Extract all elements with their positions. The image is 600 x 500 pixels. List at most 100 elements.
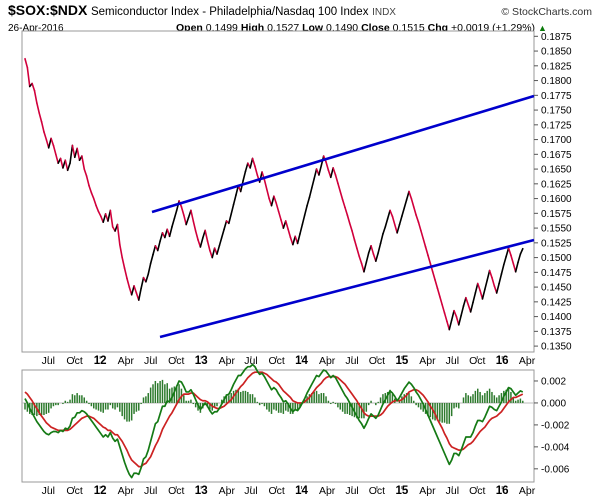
trendline-channel-upper [151,94,535,214]
x-axis-label: Apr [219,355,236,367]
price-line-segment [116,223,121,246]
x-axis-label: Jul [244,355,257,367]
price-line-segment [424,246,429,257]
price-axis-label: 0.1875 [541,32,572,43]
price-axis-label: 0.1350 [541,342,572,353]
price-line-segment [507,247,512,257]
price-line-segment [351,230,356,241]
x-axis-label: Jul [446,355,459,367]
price-line-segment [211,247,216,259]
price-line-segment [83,168,88,177]
price-line-segment [353,239,358,249]
x-axis-label: Oct [369,485,385,497]
price-line-segment [52,144,57,156]
macd-axis-label: 0.002 [541,376,566,387]
price-line-segment [47,137,52,149]
price-line-segment [384,217,389,228]
price-line-segment [415,214,420,223]
price-line-segment [398,215,403,226]
price-line-segment [199,237,204,248]
price-line-segment [422,237,427,248]
price-line-segment [318,164,323,176]
price-line-segment [481,288,486,300]
stockcharts-attribution: © StockCharts.com [501,6,592,18]
price-line-segment [370,244,375,255]
price-line-segment [337,182,342,193]
price-line-segment [33,89,38,104]
price-line-segment [284,220,289,231]
price-line-segment [346,214,351,225]
price-line-segment [382,226,387,235]
macd-panel-frame [21,369,535,483]
x-axis-label: Oct [268,355,284,367]
price-line-segment [453,309,458,318]
price-line-segment [443,312,448,323]
price-line-segment [171,217,176,228]
price-line-segment [85,175,90,187]
index-tag: INDX [372,7,396,18]
price-line-segment [164,228,169,239]
price-line-segment [420,229,425,240]
price-line-segment [427,254,432,265]
price-line-segment [173,209,178,220]
price-axis-label: 0.1750 [541,106,572,117]
price-line-segment [228,213,233,225]
quote-date: 26-Apr-2016 [8,23,64,34]
price-line-segment [476,282,481,292]
x-axis-label: Oct [268,485,284,497]
price-line-segment [434,279,439,290]
price-line-segment [379,233,384,245]
price-line-segment [401,207,406,218]
price-line-segment [119,243,123,259]
price-line-segment [71,144,76,159]
price-line-segment [303,204,308,216]
price-line-segment [325,161,330,172]
price-line-segment [102,213,107,223]
macd-axis-label: -0.002 [541,420,570,431]
price-line-segment [460,305,465,317]
trendline-channel-lower [159,238,535,339]
price-line-segment [491,276,496,287]
price-line-segment [431,270,436,281]
price-line-segment [185,216,190,226]
x-axis-label: Apr [519,355,536,367]
price-panel-frame [21,30,535,353]
price-line-segment [26,66,31,88]
macd-signal-line [24,371,524,468]
price-line-segment [403,198,408,209]
x-axis-label: Jul [345,485,358,497]
x-axis-label: Apr [118,355,135,367]
price-axis-label: 0.1500 [541,253,572,264]
x-axis-label: Apr [319,355,336,367]
price-line-segment [391,215,396,226]
x-axis-label: Jul [144,485,157,497]
price-line-segment [296,233,301,245]
price-line-segment [130,285,135,296]
price-line-segment [159,232,164,242]
price-line-segment [232,194,237,206]
price-line-segment [156,240,161,252]
price-line-segment [64,159,69,172]
price-axis-label: 0.1525 [541,238,572,249]
price-line-segment [448,319,453,331]
price-line-segment [287,228,292,239]
price-axis-label: 0.1800 [541,76,572,87]
price-line-segment [375,252,379,262]
price-line-segment [348,222,353,232]
price-line-segment [66,162,71,172]
price-line-segment [251,157,256,167]
price-line-segment [204,229,209,242]
price-axis-label: 0.1375 [541,327,572,338]
macd-axis-label: 0.000 [541,398,566,409]
price-line-segment [457,314,462,326]
price-line-segment [344,206,349,216]
price-line-segment [109,209,114,228]
price-line-segment [239,180,244,193]
price-line-segment [301,214,306,226]
price-line-segment [436,287,441,298]
x-axis-label: Apr [419,355,436,367]
price-axis-label: 0.1425 [541,297,572,308]
price-line-segment [450,309,455,321]
price-line-segment [230,203,235,215]
price-line-segment [389,209,394,218]
